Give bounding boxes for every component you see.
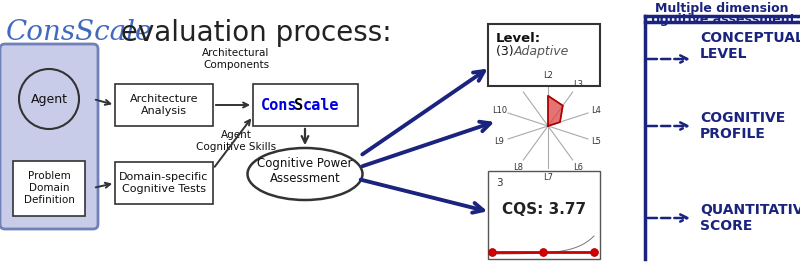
Text: L5: L5 (591, 137, 602, 146)
Text: Architecture
Analysis: Architecture Analysis (130, 94, 198, 116)
Text: Adaptive: Adaptive (514, 45, 570, 58)
Text: Architectural
Components: Architectural Components (202, 48, 270, 70)
Text: L6: L6 (573, 163, 583, 172)
Text: Level:: Level: (496, 32, 541, 45)
Text: L10: L10 (492, 106, 507, 115)
Text: cognitive assessment:: cognitive assessment: (644, 13, 800, 26)
Text: L9: L9 (494, 137, 505, 146)
Text: CQS: 3.77: CQS: 3.77 (502, 201, 586, 216)
Text: Problem
Domain
Definition: Problem Domain Definition (23, 172, 74, 205)
Bar (253, 84, 358, 126)
Text: L4: L4 (591, 106, 602, 115)
Text: (3): (3) (496, 45, 518, 58)
Text: QUANTITATIVE
SCORE: QUANTITATIVE SCORE (700, 203, 800, 233)
Bar (115, 162, 213, 204)
Text: L8: L8 (513, 163, 523, 172)
Text: L7: L7 (543, 173, 553, 181)
Text: Multiple dimension: Multiple dimension (655, 2, 789, 15)
FancyBboxPatch shape (0, 44, 98, 229)
Text: Cognitive Power
Assessment: Cognitive Power Assessment (258, 157, 353, 185)
Text: ConsScale: ConsScale (6, 19, 152, 46)
Text: cale: cale (303, 98, 339, 113)
Text: Cons: Cons (261, 98, 298, 113)
Text: L3: L3 (573, 80, 583, 89)
Bar (115, 84, 213, 126)
Bar (488, 171, 600, 259)
Text: L2: L2 (543, 70, 553, 79)
Text: 3: 3 (496, 178, 502, 188)
Polygon shape (548, 96, 563, 126)
Text: S: S (294, 98, 303, 113)
Bar (13, 161, 85, 216)
Text: Domain-specific
Cognitive Tests: Domain-specific Cognitive Tests (119, 172, 209, 194)
Text: COGNITIVE
PROFILE: COGNITIVE PROFILE (700, 111, 786, 141)
Text: CONCEPTUAL
LEVEL: CONCEPTUAL LEVEL (700, 31, 800, 61)
Text: Agent: Agent (30, 93, 67, 105)
Bar (488, 24, 600, 86)
Text: Agent
Cognitive Skills: Agent Cognitive Skills (196, 130, 276, 152)
Text: evaluation process:: evaluation process: (112, 19, 392, 47)
Ellipse shape (247, 148, 362, 200)
